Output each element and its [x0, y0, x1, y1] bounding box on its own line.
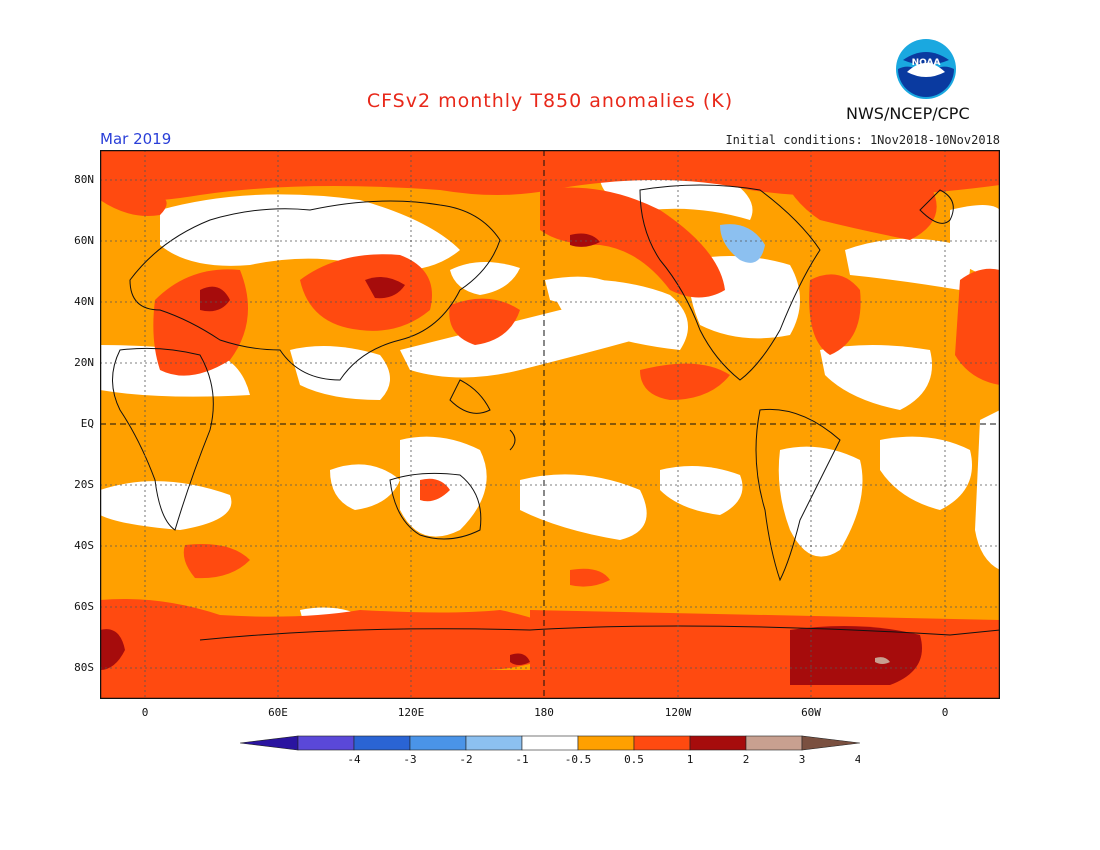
- noaa-logo-text: NOAA: [912, 58, 941, 68]
- lat-label-60s: 60S: [74, 600, 94, 613]
- colorbar-tick-label: 2: [743, 753, 750, 766]
- colorbar-segment: [745, 735, 803, 751]
- lat-label-40s: 40S: [74, 539, 94, 552]
- colorbar-tick-label: 1: [687, 753, 694, 766]
- coastlines: [112, 184, 1000, 641]
- colorbar-segment: [577, 735, 635, 751]
- colorbar-segments: [240, 735, 860, 751]
- lat-label-40n: 40N: [74, 295, 94, 308]
- lon-label-120e: 120E: [397, 706, 425, 719]
- lon-label-120w: 120W: [664, 706, 692, 719]
- lat-label-60n: 60N: [74, 234, 94, 247]
- colorbar-tick-labels: -4 -3 -2 -1 -0.5 0.5 1 2 3 4: [347, 753, 860, 766]
- lon-label-0-west: 0: [141, 706, 149, 719]
- hot-anomaly-zones: [100, 233, 922, 685]
- noaa-logo-icon: NOAA: [896, 39, 956, 99]
- colorbar-upper-extension: [801, 735, 860, 751]
- colorbar-segment: [297, 735, 355, 751]
- colorbar-tick-label: -3: [403, 753, 416, 766]
- colorbar-segment: [465, 735, 523, 751]
- lon-label-0-east: 0: [941, 706, 949, 719]
- colorbar-segment: [409, 735, 467, 751]
- initial-conditions: Initial conditions: 1Nov2018-10Nov2018: [725, 133, 1000, 147]
- colorbar-tick-label: 4: [855, 753, 860, 766]
- lon-label-180: 180: [534, 706, 554, 719]
- colorbar-tick-label: -0.5: [565, 753, 592, 766]
- lat-label-eq: EQ: [80, 417, 94, 430]
- agency-label: NWS/NCEP/CPC: [846, 104, 970, 123]
- cool-anomaly-zones: [720, 224, 890, 664]
- equator-dateline: [100, 150, 1000, 699]
- colorbar-tick-label: -4: [347, 753, 361, 766]
- colorbar-tick-label: 0.5: [624, 753, 644, 766]
- colorbar-segment: [353, 735, 411, 751]
- colorbar-tick-label: 3: [799, 753, 806, 766]
- forecast-month: Mar 2019: [100, 130, 172, 148]
- lat-label-20s: 20S: [74, 478, 94, 491]
- map-title: CFSv2 monthly T850 anomalies (K): [366, 90, 734, 112]
- lat-label-20n: 20N: [74, 356, 94, 369]
- colorbar-tick-label: -2: [459, 753, 472, 766]
- lon-label-60e: 60E: [268, 706, 288, 719]
- lat-label-80n: 80N: [74, 173, 94, 186]
- anomaly-map: [100, 150, 1000, 699]
- graticule: [100, 150, 1000, 699]
- colorbar-segment: [689, 735, 747, 751]
- colorbar-lower-extension: [240, 735, 299, 751]
- colorbar-tick-label: -1: [515, 753, 528, 766]
- colorbar: -4 -3 -2 -1 -0.5 0.5 1 2 3 4: [240, 735, 860, 766]
- colorbar-segment: [521, 735, 579, 751]
- lat-label-80s: 80S: [74, 661, 94, 674]
- lon-label-60w: 60W: [801, 706, 821, 719]
- colorbar-segment: [633, 735, 691, 751]
